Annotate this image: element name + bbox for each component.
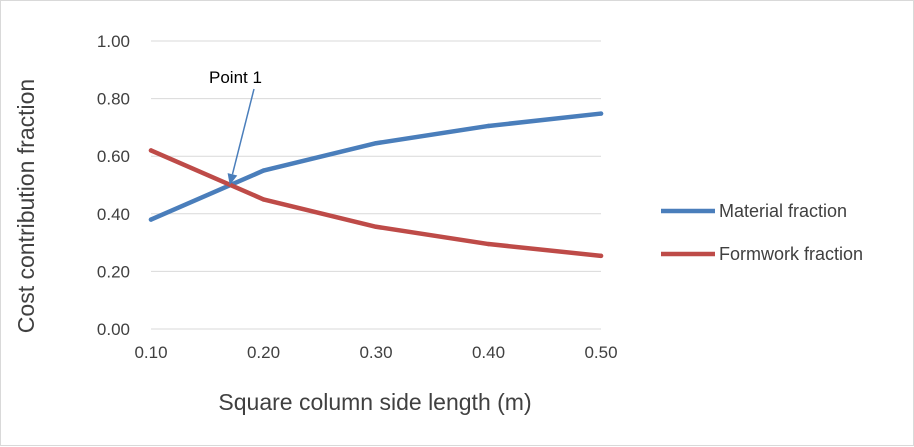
x-tick-label: 0.40 xyxy=(472,343,505,362)
legend-label: Material fraction xyxy=(719,201,847,221)
x-tick-label: 0.20 xyxy=(247,343,280,362)
y-tick-label: 0.40 xyxy=(97,205,130,224)
y-tick-label: 1.00 xyxy=(97,32,130,51)
grid-layer xyxy=(151,40,601,330)
y-tick-label: 0.20 xyxy=(97,262,130,281)
x-tick-label: 0.10 xyxy=(134,343,167,362)
data-point xyxy=(261,168,266,173)
data-point xyxy=(486,241,491,247)
x-tick-label: 0.30 xyxy=(359,343,392,362)
annotation-layer: Point 1 xyxy=(209,68,262,185)
legend: Material fraction Formwork fraction xyxy=(661,201,863,264)
series-layer xyxy=(148,111,604,259)
y-tick-label: 0.60 xyxy=(97,147,130,166)
data-point xyxy=(261,197,266,202)
data-point xyxy=(598,253,604,259)
y-axis-title: Cost contribution fraction xyxy=(13,79,39,333)
series-line-material xyxy=(148,111,604,222)
axis-layer: 0.00 0.20 0.40 0.60 0.80 1.00 0.10 0.20 0.30 0.40… xyxy=(97,32,618,362)
data-point xyxy=(373,224,379,229)
y-tick-label: 0.00 xyxy=(97,320,130,339)
annotation-point-1-arrow xyxy=(231,88,255,175)
series-line-formwork xyxy=(148,148,604,259)
legend-label: Formwork fraction xyxy=(719,244,863,264)
x-tick-label: 0.50 xyxy=(584,343,617,362)
annotation-point-1-arrowhead xyxy=(227,173,238,185)
data-point xyxy=(148,148,154,153)
data-point xyxy=(148,217,154,222)
data-point xyxy=(486,123,491,129)
annotation-point-1-label: Point 1 xyxy=(209,68,262,87)
x-axis-title: Square column side length (m) xyxy=(218,389,531,415)
data-point xyxy=(598,111,604,116)
y-tick-label: 0.80 xyxy=(97,90,130,109)
data-point xyxy=(373,141,379,146)
